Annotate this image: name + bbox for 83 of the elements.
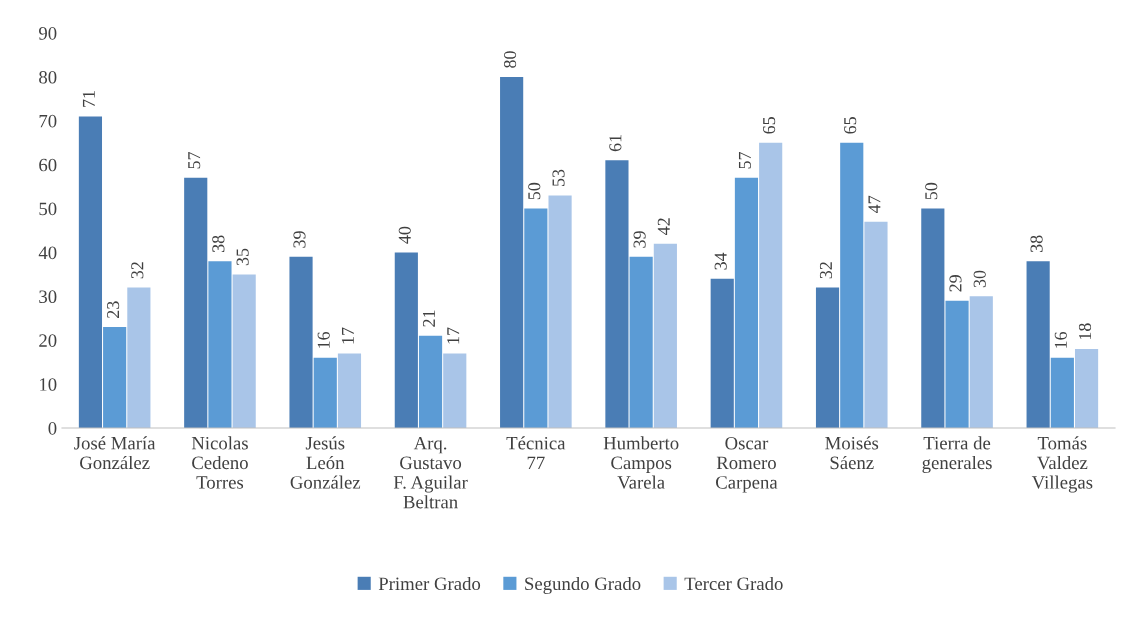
- x-tick-label: Oscar Romero Carpena: [715, 436, 778, 493]
- data-label: 39: [293, 231, 306, 248]
- bar: [605, 160, 629, 428]
- data-label: 50: [925, 182, 938, 200]
- data-label: 29: [949, 275, 962, 292]
- bar: [500, 76, 524, 428]
- bar: [232, 274, 256, 428]
- x-tick-label: Nicolas Cedeno Torres: [191, 436, 248, 489]
- y-tick-label: 10: [40, 378, 57, 391]
- bar: [653, 243, 677, 428]
- bar: [524, 208, 548, 428]
- data-label: 80: [503, 51, 517, 68]
- bar: [208, 261, 232, 428]
- y-tick-label: 40: [38, 246, 57, 260]
- y-tick-label: 30: [39, 290, 57, 304]
- data-label: 30: [973, 270, 986, 288]
- y-tick-label: 70: [39, 114, 57, 128]
- data-label: 61: [609, 134, 622, 152]
- bar: [840, 142, 864, 428]
- bar: [127, 287, 151, 428]
- bar: [734, 177, 759, 428]
- bar: [184, 177, 208, 428]
- legend-label: Tercer Grado: [684, 576, 783, 591]
- bar: [759, 142, 783, 428]
- bar: [921, 208, 945, 428]
- x-tick-label: Tomás Valdez Villegas: [1031, 436, 1093, 493]
- x-tick-label: Tierra de generales: [922, 436, 992, 473]
- data-label: 23: [107, 301, 120, 318]
- bar: [1074, 349, 1099, 428]
- data-label: 53: [552, 169, 565, 187]
- bar: [313, 357, 337, 428]
- bar: [629, 256, 653, 428]
- y-tick-label: 60: [39, 158, 57, 172]
- x-tick-label: Moisés Sáenz: [825, 436, 879, 470]
- data-label: 32: [131, 262, 144, 279]
- data-label: 32: [819, 262, 833, 279]
- x-tick-label: Jesús León González: [290, 436, 361, 489]
- y-tick-label: 50: [39, 202, 57, 216]
- legend-label: Primer Grado: [378, 576, 481, 591]
- bar: [418, 335, 443, 428]
- data-label: 16: [317, 331, 330, 348]
- y-tick-label: 20: [39, 334, 57, 347]
- bar: [394, 252, 418, 428]
- data-label: 18: [1078, 323, 1092, 340]
- data-label: 57: [738, 151, 751, 169]
- data-label: 47: [868, 195, 881, 214]
- data-label: 71: [82, 91, 95, 107]
- data-label: 35: [236, 248, 249, 266]
- legend-label: Segundo Grado: [525, 576, 641, 594]
- x-tick-label: José María González: [74, 436, 156, 470]
- x-tick-label: Técnica 77: [506, 436, 566, 469]
- data-label: 65: [844, 117, 857, 134]
- data-label: 38: [1030, 235, 1043, 253]
- data-label: 40: [398, 226, 411, 244]
- data-label: 57: [188, 151, 201, 169]
- data-label: 17: [341, 327, 354, 344]
- x-tick-label: Humberto Campos Varela: [603, 436, 679, 489]
- bar: [969, 296, 993, 428]
- data-label: 21: [422, 310, 435, 327]
- data-label: 65: [763, 117, 776, 134]
- y-tick-label: 80: [39, 70, 57, 84]
- data-label: 50: [528, 182, 541, 200]
- bar: [103, 327, 127, 428]
- bar: [337, 353, 362, 428]
- bar: [548, 195, 572, 428]
- bar: [815, 287, 840, 428]
- bar: [945, 300, 969, 428]
- data-label: 34: [714, 252, 727, 270]
- data-label: 38: [212, 235, 225, 253]
- bar: [864, 221, 888, 428]
- bar: [289, 256, 313, 428]
- bar: [1050, 357, 1074, 428]
- bar: [1026, 261, 1050, 428]
- bar: [78, 116, 103, 428]
- data-label: 17: [447, 327, 460, 344]
- y-tick-label: 90: [38, 27, 57, 40]
- y-tick-label: 0: [48, 422, 57, 435]
- x-tick-label: Arq. Gustavo F. Aguilar Beltran: [393, 436, 468, 509]
- data-label: 42: [657, 218, 670, 235]
- data-label: 39: [633, 231, 646, 248]
- bar: [443, 353, 467, 428]
- bar: [710, 278, 734, 428]
- data-label: 16: [1054, 331, 1067, 348]
